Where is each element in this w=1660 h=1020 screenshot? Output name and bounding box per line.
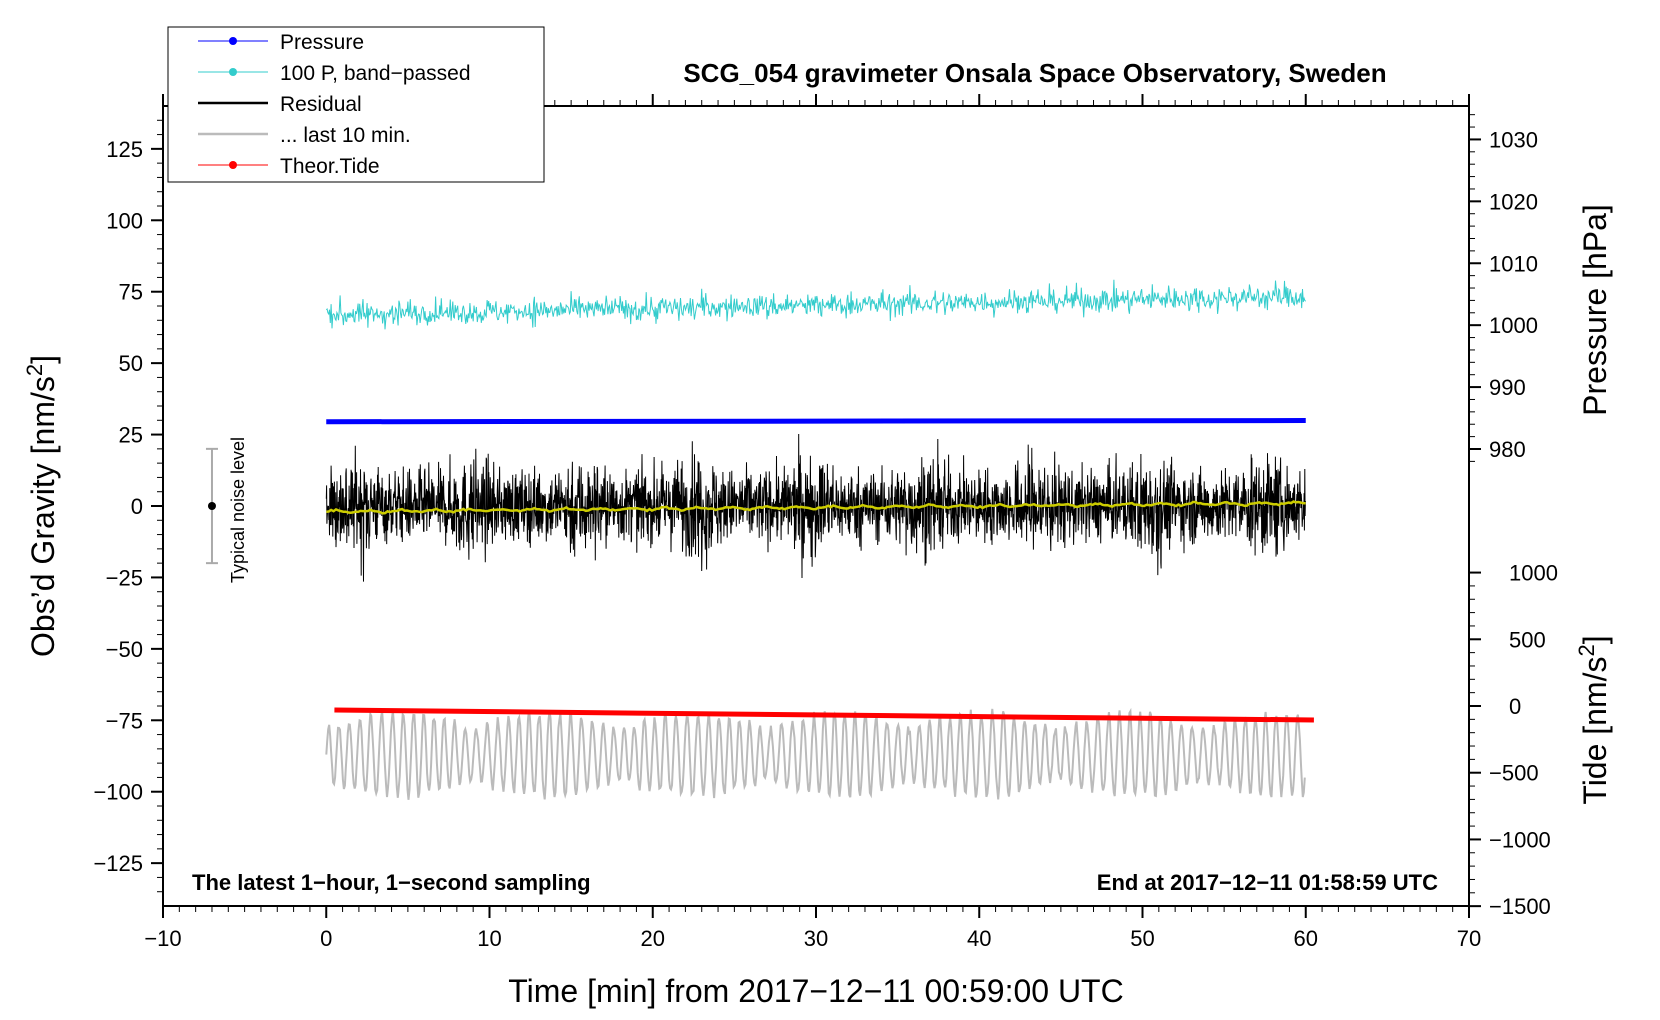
- y-tick-label: 100: [106, 208, 143, 233]
- tide-tick-label: 500: [1509, 627, 1546, 652]
- x-tick-label: 70: [1457, 926, 1481, 951]
- legend-label: ... last 10 min.: [280, 124, 411, 147]
- y-tick-label: −50: [106, 637, 143, 662]
- legend-label: 100 P, band−passed: [280, 62, 471, 85]
- tide-tick-label: −1500: [1489, 894, 1551, 919]
- legend-label: Theor.Tide: [280, 155, 380, 178]
- y-axis-label-gravity: Obs’d Gravity [nm/s2]: [22, 355, 61, 657]
- series-last-10-min: [325, 707, 1306, 800]
- note-right: End at 2017−12−11 01:58:59 UTC: [1097, 870, 1438, 895]
- legend-label: Pressure: [280, 31, 364, 54]
- x-tick-label: 30: [804, 926, 828, 951]
- tide-tick-label: 1000: [1509, 561, 1558, 586]
- y-tick-label: −25: [106, 565, 143, 590]
- tide-tick-label: 0: [1509, 694, 1521, 719]
- note-left: The latest 1−hour, 1−second sampling: [192, 870, 591, 895]
- pressure-tick-label: 1000: [1489, 313, 1538, 338]
- pressure-tick-label: 980: [1489, 437, 1526, 462]
- y-tick-label: −75: [106, 708, 143, 733]
- legend-box: [167, 26, 545, 183]
- x-tick-label: 40: [967, 926, 991, 951]
- legend-marker: [229, 68, 237, 76]
- x-tick-label: 20: [641, 926, 665, 951]
- tide-tick-label: −500: [1489, 761, 1539, 786]
- pressure-tick-label: 1020: [1489, 189, 1538, 214]
- plot-frame: [162, 105, 1470, 907]
- y-tick-label: −100: [93, 780, 143, 805]
- series-residual-smoothed: [326, 500, 1306, 515]
- series-residual: [325, 433, 1306, 582]
- x-tick-label: −10: [144, 926, 181, 951]
- x-tick-label: 50: [1130, 926, 1154, 951]
- series-pressure: [326, 418, 1306, 425]
- x-tick-label: 10: [477, 926, 501, 951]
- y-tick-label: 50: [119, 351, 143, 376]
- series-layer: [205, 279, 1314, 800]
- legend-marker: [229, 161, 237, 169]
- legend-label: Residual: [280, 93, 362, 116]
- y-axis-label-pressure: Pressure [hPa]: [1577, 204, 1613, 416]
- y-tick-label: 25: [119, 423, 143, 448]
- pressure-tick-label: 990: [1489, 375, 1526, 400]
- series-pressure-bandpassed: [325, 279, 1307, 330]
- y-tick-label: 125: [106, 137, 143, 162]
- series-theoretical-tide: [334, 707, 1314, 723]
- axes-layer: −10 0 10 20 30 40 50 60 701251007550250−25−50−75…: [93, 94, 1558, 951]
- legend: Pressure 100 P, band−passed Residual ... la…: [167, 26, 545, 183]
- noise-level-label: Typical noise level: [228, 437, 248, 583]
- x-tick-label: 0: [320, 926, 332, 951]
- y-tick-label: −125: [93, 851, 143, 876]
- pressure-tick-label: 1030: [1489, 127, 1538, 152]
- x-axis-label: Time [min] from 2017−12−11 00:59:00 UTC: [508, 973, 1123, 1009]
- pressure-tick-label: 1010: [1489, 251, 1538, 276]
- y-tick-label: 75: [119, 280, 143, 305]
- noise-center-dot: [207, 502, 216, 510]
- y-axis-label-tide: Tide [nm/s2]: [1574, 635, 1613, 804]
- legend-marker: [229, 37, 237, 45]
- x-tick-label: 60: [1294, 926, 1318, 951]
- chart-title: SCG_054 gravimeter Onsala Space Observat…: [683, 58, 1386, 88]
- y-tick-label: 0: [131, 494, 143, 519]
- tide-tick-label: −1000: [1489, 827, 1551, 852]
